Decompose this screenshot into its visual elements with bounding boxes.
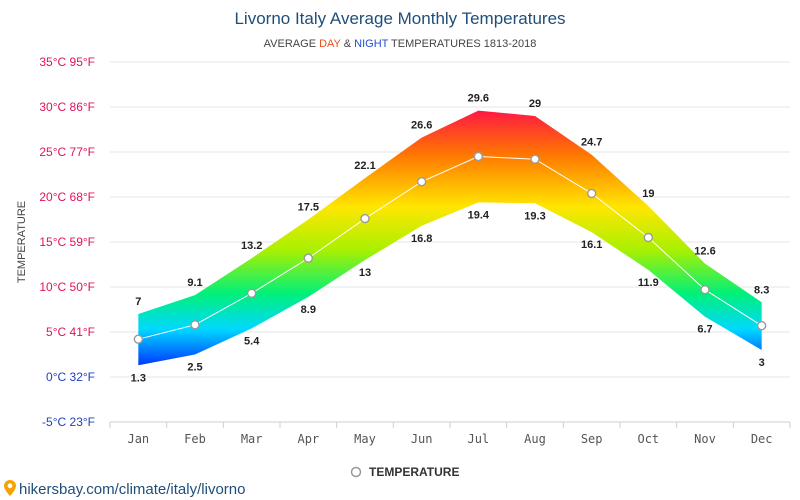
x-tick-label: Oct xyxy=(637,432,659,446)
y-tick-label: 5°C 41°F xyxy=(46,325,95,339)
x-tick-label: Aug xyxy=(524,432,546,446)
legend[interactable]: TEMPERATURE xyxy=(350,465,460,479)
average-point[interactable] xyxy=(643,232,654,243)
night-value-label: 13 xyxy=(359,267,371,279)
y-tick-label: 20°C 68°F xyxy=(39,190,95,204)
y-tick-label: 35°C 95°F xyxy=(39,55,95,69)
night-value-label: 3 xyxy=(759,357,765,369)
x-tick-label: May xyxy=(354,432,376,446)
y-tick-label: 10°C 50°F xyxy=(39,280,95,294)
y-tick-label: 0°C 32°F xyxy=(46,370,95,384)
night-value-label: 1.3 xyxy=(131,372,146,384)
night-value-label: 6.7 xyxy=(697,324,712,336)
average-point[interactable] xyxy=(586,188,597,199)
night-value-label: 19.4 xyxy=(468,209,490,221)
x-tick-label: Feb xyxy=(184,432,206,446)
y-tick-label: 25°C 77°F xyxy=(39,145,95,159)
night-value-label: 8.9 xyxy=(301,304,316,316)
average-point[interactable] xyxy=(700,285,710,295)
y-axis-label: TEMPERATURE xyxy=(16,201,28,283)
average-point[interactable] xyxy=(303,253,314,263)
x-tick-label: Nov xyxy=(694,432,716,446)
x-axis-ticks: Jan Feb Mar Apr May Jun Jul Aug Sep Oct Nov Dec xyxy=(109,422,791,446)
average-point[interactable] xyxy=(473,151,484,162)
x-tick-label: Jul xyxy=(467,432,489,446)
day-value-label: 19 xyxy=(642,188,654,200)
legend-marker xyxy=(350,466,362,478)
average-point[interactable] xyxy=(246,288,257,298)
average-temperature-line xyxy=(138,155,762,340)
y-axis-ticks: 35°C 95°F 30°C 86°F 25°C 77°F 20°C 68°F 15°C… xyxy=(39,55,95,429)
night-value-label: 19.3 xyxy=(524,210,545,222)
day-value-labels: 7 9.1 13.2 17.5 22.1 26.6 29.6 29 24.7 19 12.6 8.3 xyxy=(135,93,769,308)
average-point[interactable] xyxy=(416,176,427,187)
x-tick-label: Jan xyxy=(127,432,149,446)
day-value-label: 13.2 xyxy=(241,240,262,252)
x-tick-label: Mar xyxy=(241,432,263,446)
day-value-label: 9.1 xyxy=(187,277,202,289)
day-value-label: 7 xyxy=(135,296,141,308)
average-point[interactable] xyxy=(530,154,540,164)
day-value-label: 26.6 xyxy=(411,120,432,132)
day-value-label: 22.1 xyxy=(354,160,375,172)
x-tick-label: Jun xyxy=(411,432,433,446)
average-point[interactable] xyxy=(360,213,370,224)
day-value-label: 12.6 xyxy=(694,246,715,258)
night-value-label: 11.9 xyxy=(638,277,659,289)
day-value-label: 8.3 xyxy=(754,284,769,296)
y-tick-label: 30°C 86°F xyxy=(39,100,95,114)
average-point[interactable] xyxy=(190,320,200,330)
night-value-label: 2.5 xyxy=(187,362,202,374)
chart-subtitle: AVERAGE DAY & NIGHT TEMPERATURES 1813-20… xyxy=(264,38,537,50)
y-tick-label: -5°C 23°F xyxy=(42,415,95,429)
map-pin-icon xyxy=(4,480,16,496)
night-value-label: 5.4 xyxy=(244,335,260,347)
source-link[interactable]: hikersbay.com/climate/italy/livorno xyxy=(4,480,245,498)
day-night-band xyxy=(138,110,762,366)
day-value-label: 29 xyxy=(529,98,541,110)
night-value-label: 16.8 xyxy=(411,233,432,245)
day-value-label: 24.7 xyxy=(581,137,602,149)
day-value-label: 29.6 xyxy=(468,93,489,105)
legend-label: TEMPERATURE xyxy=(369,465,459,479)
x-tick-label: Apr xyxy=(297,432,319,446)
night-value-label: 16.1 xyxy=(581,239,602,251)
x-tick-label: Sep xyxy=(581,432,603,446)
night-value-labels: 1.3 2.5 5.4 8.9 13 16.8 19.4 19.3 16.1 11.9 6.7 3 xyxy=(131,209,765,384)
source-text[interactable]: hikersbay.com/climate/italy/livorno xyxy=(19,481,245,498)
x-tick-label: Dec xyxy=(751,432,773,446)
average-point[interactable] xyxy=(133,334,144,344)
average-point[interactable] xyxy=(756,321,767,331)
average-points xyxy=(133,151,767,344)
chart-title: Livorno Italy Average Monthly Temperatur… xyxy=(234,9,565,28)
y-tick-label: 15°C 59°F xyxy=(39,235,95,249)
day-value-label: 17.5 xyxy=(298,202,319,214)
